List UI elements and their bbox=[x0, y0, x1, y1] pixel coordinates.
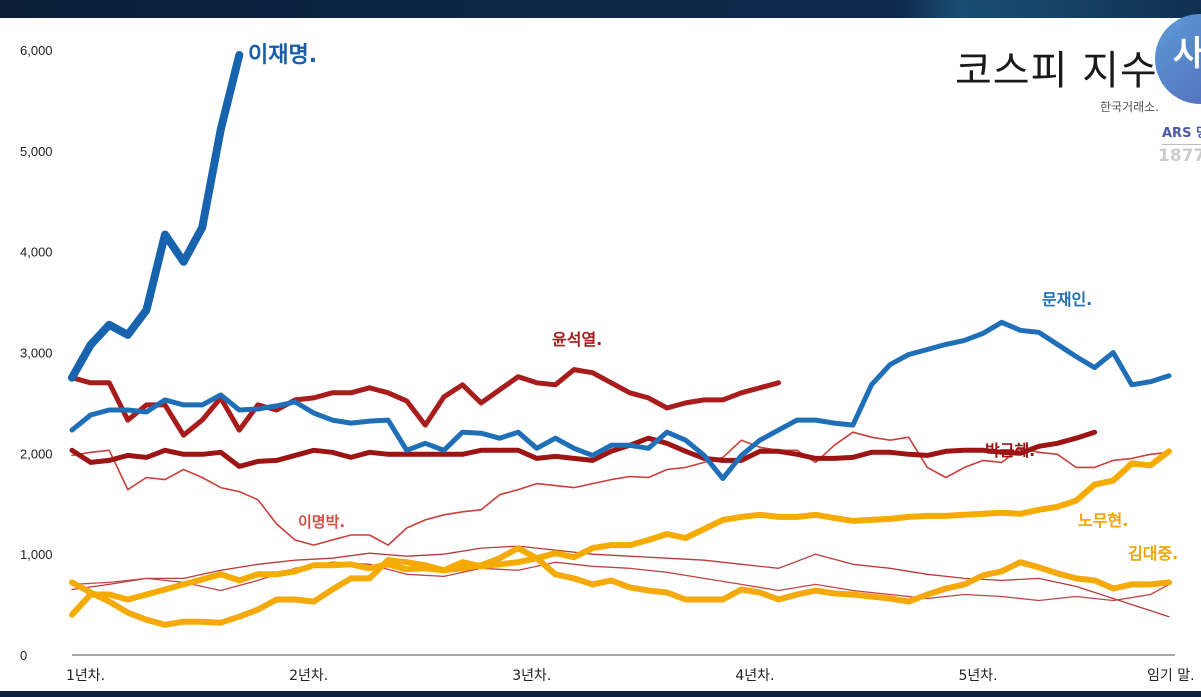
chart-source: 한국거래소. bbox=[1100, 100, 1160, 114]
x-tick-label: 1년차. bbox=[66, 668, 105, 684]
series-label: 김대중. bbox=[1128, 544, 1178, 563]
y-tick-label: 4,000 bbox=[20, 245, 53, 260]
x-axis: 1년차. 2년차. 3년차. 4년차. 5년차. 임기 말. bbox=[66, 668, 1195, 684]
series-line-이재명 bbox=[68, 51, 244, 382]
x-tick-label: 3년차. bbox=[512, 668, 551, 684]
x-tick-label: 2년차. bbox=[289, 668, 328, 684]
series-label: 이재명. bbox=[248, 43, 317, 68]
series-line-unlabeled-1 bbox=[71, 561, 1170, 602]
series-line-이명박 bbox=[71, 431, 1170, 546]
series-lines bbox=[68, 51, 1172, 628]
series-label: 문재인. bbox=[1042, 290, 1092, 309]
series-labels: 이명박. 김대중.노무현. 박근혜. 윤석열. 문재인. 이재명. bbox=[248, 43, 1178, 563]
series-line-unlabeled-0 bbox=[71, 545, 1170, 618]
x-tick-label: 임기 말. bbox=[1147, 668, 1195, 684]
y-tick-label: 2,000 bbox=[20, 446, 53, 461]
series-line-김대중 bbox=[69, 545, 1172, 628]
series-line-윤석열 bbox=[69, 367, 781, 438]
series-label: 윤석열. bbox=[552, 330, 602, 349]
x-tick-label: 4년차. bbox=[735, 668, 774, 684]
series-label: 이명박. bbox=[298, 513, 345, 531]
series-line-노무현 bbox=[69, 448, 1172, 618]
series-label: 박근혜. bbox=[985, 441, 1035, 460]
ars-phone: 1877 bbox=[1158, 146, 1201, 166]
y-axis: 0 1,000 2,000 3,000 4,000 5,000 6,000 bbox=[20, 43, 1175, 663]
y-tick-label: 3,000 bbox=[20, 346, 53, 361]
y-tick-label: 5,000 bbox=[20, 144, 53, 159]
series-line-박근혜 bbox=[69, 429, 1098, 469]
y-tick-label: 1,000 bbox=[20, 547, 53, 562]
x-tick-label: 5년차. bbox=[958, 668, 997, 684]
broadcast-bottom-band bbox=[0, 691, 1201, 697]
series-label: 노무현. bbox=[1078, 511, 1128, 530]
ars-label: ARS 명 bbox=[1162, 122, 1201, 145]
chart-title: 코스피 지수. bbox=[955, 48, 1172, 94]
y-tick-label: 0 bbox=[20, 648, 27, 663]
y-tick-label: 6,000 bbox=[20, 43, 53, 58]
series-line-문재인 bbox=[69, 319, 1172, 481]
broadcast-top-band bbox=[0, 0, 1201, 18]
